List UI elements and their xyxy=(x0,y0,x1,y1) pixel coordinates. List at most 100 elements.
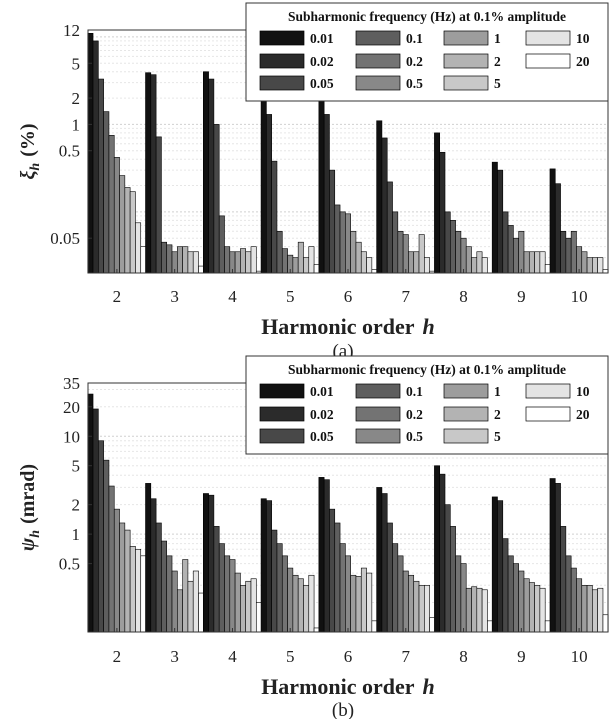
y-tick-label: 5 xyxy=(72,54,81,73)
bar-h6-s2 xyxy=(355,241,362,274)
bar-h7-s0.05 xyxy=(386,522,393,633)
bar-h2-s0.02 xyxy=(92,408,99,633)
x-tick-label: 2 xyxy=(113,287,122,306)
bar-h7-s0.05 xyxy=(386,181,393,274)
legend-label: 0.01 xyxy=(310,31,334,46)
bar-h3-s2 xyxy=(182,246,189,274)
bar-h10-s10 xyxy=(597,257,604,274)
bar-h8-s0.02 xyxy=(439,151,446,274)
bar-h2-s0.5 xyxy=(113,508,120,633)
bar-h3-s0.05 xyxy=(155,136,162,274)
x-tick-label: 6 xyxy=(344,647,353,666)
bar-h5-s0.02 xyxy=(266,114,272,274)
legend-label: 0.02 xyxy=(310,54,334,69)
bar-h10-s0.2 xyxy=(570,567,577,633)
legend-swatch xyxy=(443,383,489,399)
bar-h3-s2 xyxy=(182,559,189,633)
y-axis-symbol: ξ xyxy=(17,171,39,180)
bar-h2-s10 xyxy=(135,222,142,274)
legend-item-0.05: 0.05 xyxy=(259,75,334,91)
bar-h4-s0.05 xyxy=(213,124,220,274)
bar-h2-s0.2 xyxy=(108,485,115,633)
y-tick-label: 2 xyxy=(72,496,81,515)
x-tick-label: 5 xyxy=(286,287,295,306)
legend-item-1: 1 xyxy=(443,30,501,46)
bar-h4-s1 xyxy=(234,251,241,274)
legend-swatch xyxy=(259,406,305,422)
bar-h8-s0.01 xyxy=(434,465,441,633)
legend-label: 0.2 xyxy=(406,407,423,422)
bar-h2-s2 xyxy=(124,187,131,274)
bar-h9-s0.2 xyxy=(513,563,519,633)
legend-label: 1 xyxy=(494,31,501,46)
bar-h3-s0.1 xyxy=(161,540,168,633)
bar-h8-s0.2 xyxy=(455,230,462,274)
y-tick-label: 1 xyxy=(72,115,81,134)
bar-h5-s0.05 xyxy=(271,160,278,274)
bar-h10-s5 xyxy=(592,257,598,274)
bar-h6-s0.2 xyxy=(339,211,346,274)
bar-h7-s0.02 xyxy=(381,137,388,274)
legend-swatch xyxy=(525,383,571,399)
bar-h2-s0.01 xyxy=(87,33,94,274)
y-tick-label: 20 xyxy=(63,398,80,417)
bar-h10-s0.02 xyxy=(554,183,561,274)
legend-swatch xyxy=(525,406,571,422)
y-axis-symbol: ψ xyxy=(17,537,39,551)
bar-h7-s0.01 xyxy=(376,487,383,633)
bar-h9-s0.1 xyxy=(507,225,514,274)
bar-h7-s0.5 xyxy=(402,234,409,274)
bar-h9-s10 xyxy=(539,587,546,633)
bar-h6-s10 xyxy=(366,572,373,633)
legend-item-0.02: 0.02 xyxy=(259,53,334,69)
legend: Subharmonic frequency (Hz) at 0.1% ampli… xyxy=(245,2,609,102)
x-tick-label: 5 xyxy=(286,647,295,666)
legend-item-20: 20 xyxy=(525,406,590,422)
legend-swatch xyxy=(355,428,401,444)
legend-swatch xyxy=(355,30,401,46)
bar-h7-s0.01 xyxy=(376,120,383,274)
legend-label: 0.1 xyxy=(406,384,423,399)
bar-h6-s10 xyxy=(366,257,373,274)
x-tick-label: 6 xyxy=(344,287,353,306)
legend-item-5: 5 xyxy=(443,75,501,91)
legend-swatch xyxy=(525,30,571,46)
bar-h7-s10 xyxy=(424,257,430,274)
x-tick-label: 10 xyxy=(571,287,588,306)
x-tick-label: 8 xyxy=(459,647,468,666)
legend-label: 0.5 xyxy=(406,76,423,91)
legend-swatch xyxy=(259,383,305,399)
bars xyxy=(87,33,609,274)
bar-h8-s5 xyxy=(476,251,483,274)
bar-h2-s0.05 xyxy=(98,78,104,274)
bar-h2-s2 xyxy=(124,529,131,633)
x-axis-symbol: h xyxy=(423,674,435,699)
bar-h2-s0.05 xyxy=(98,440,104,633)
bar-h6-s0.02 xyxy=(323,479,330,633)
panel-caption: (b) xyxy=(332,700,354,719)
bar-h10-s1 xyxy=(581,585,588,633)
bar-h4-s0.02 xyxy=(208,78,215,274)
bar-h7-s0.2 xyxy=(397,230,404,274)
x-tick-label: 2 xyxy=(113,647,122,666)
y-axis-subscript: h xyxy=(28,163,43,171)
bar-h2-s10 xyxy=(135,548,142,633)
bar-h6-s0.01 xyxy=(318,97,325,274)
x-tick-label: 8 xyxy=(459,287,468,306)
bar-h4-s0.1 xyxy=(218,543,225,633)
bar-h4-s0.05 xyxy=(213,526,220,633)
x-axis-label: Harmonic order h xyxy=(261,674,435,699)
y-axis-unit: (mrad) xyxy=(17,464,39,524)
bar-h4-s0.1 xyxy=(218,215,225,274)
bar-h2-s1 xyxy=(119,175,126,274)
legend-label: 1 xyxy=(494,384,501,399)
bar-h6-s0.05 xyxy=(329,508,336,633)
bar-h7-s2 xyxy=(413,580,420,633)
bar-h8-s0.05 xyxy=(444,504,451,633)
y-axis-label: ξh (%) xyxy=(17,123,43,179)
legend-swatch xyxy=(259,75,305,91)
bar-h4-s5 xyxy=(245,251,252,274)
x-tick-label: 4 xyxy=(228,287,237,306)
x-tick-label: 10 xyxy=(571,647,588,666)
legend-item-1: 1 xyxy=(443,383,501,399)
